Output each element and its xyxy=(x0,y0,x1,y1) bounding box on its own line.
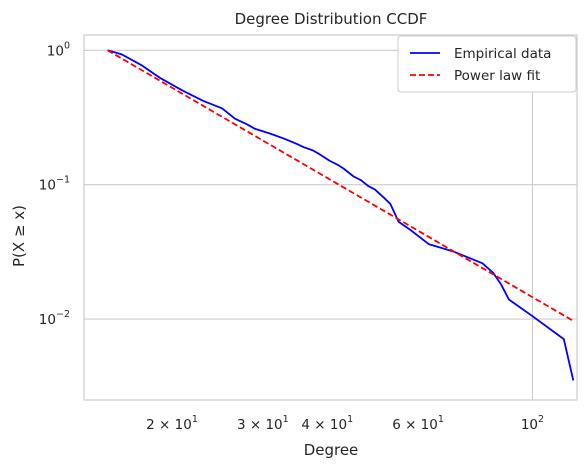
legend-label-power-law-fit: Power law fit xyxy=(454,68,540,84)
x-tick-labels: 2 × 101 3 × 101 4 × 101 6 × 101 102 xyxy=(146,414,544,433)
x-axis-label: Degree xyxy=(304,441,359,459)
x-tick-label-3: 6 × 101 xyxy=(392,414,444,433)
series-group xyxy=(107,49,575,381)
y-tick-label-1: 10−1 xyxy=(39,175,70,194)
plot-area-frame xyxy=(83,34,578,401)
y-tick-label-0: 100 xyxy=(47,40,70,59)
legend: Empirical data Power law fit xyxy=(397,35,577,93)
chart-title: Degree Distribution CCDF xyxy=(235,10,428,28)
y-tick-label-2: 10−2 xyxy=(39,309,70,328)
x-tick-label-1: 3 × 101 xyxy=(237,414,289,433)
series-line-empirical xyxy=(107,49,575,381)
x-tick-label-4: 102 xyxy=(521,414,544,433)
y-tick-labels: 100 10−1 10−2 xyxy=(39,40,70,328)
legend-box xyxy=(397,35,577,93)
y-axis-label: P(X ≥ x) xyxy=(10,205,28,267)
legend-label-empirical: Empirical data xyxy=(454,46,551,62)
x-tick-label-0: 2 × 101 xyxy=(146,414,198,433)
x-tick-label-2: 4 × 101 xyxy=(301,414,353,433)
